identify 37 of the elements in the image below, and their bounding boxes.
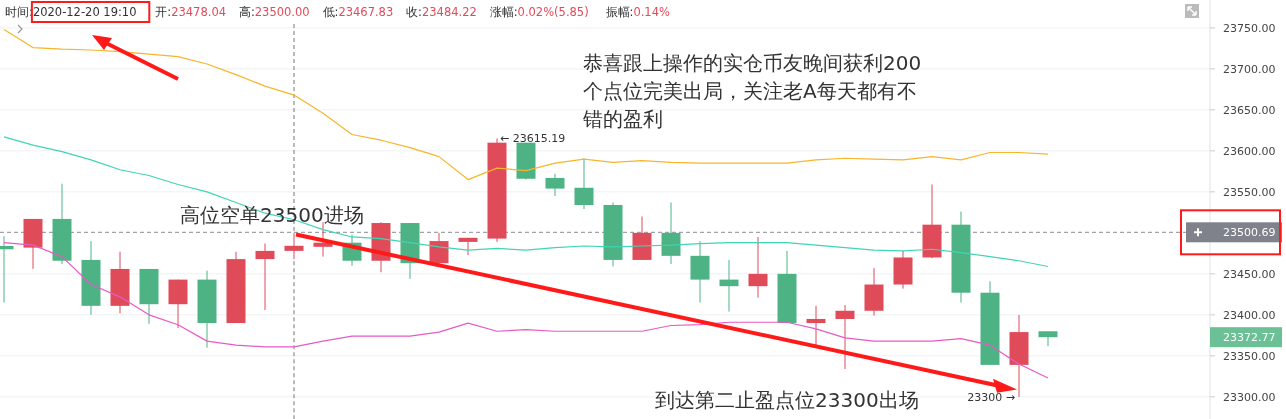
line-series [3, 28, 1049, 181]
annotation: ← 23615.19 [500, 132, 566, 146]
candlestick [255, 243, 275, 311]
annotation: 涨幅:0.02%(5.85) [489, 5, 589, 19]
candlestick [719, 259, 739, 313]
candlestick [1038, 330, 1058, 347]
y-tick-label: 23350.00 [1223, 349, 1276, 363]
y-tick-label: 23300.00 [1223, 390, 1276, 404]
annotation: 开:23478.04 [155, 5, 227, 19]
candlestick [806, 305, 826, 346]
candlestick [284, 232, 304, 260]
annotation: 23300 → [967, 390, 1015, 404]
candlestick [690, 240, 710, 304]
ref-line-label: 23500.69 [1223, 226, 1276, 240]
candlestick [545, 173, 565, 197]
annotation: 到达第二止盈点位23300出场 [655, 388, 919, 412]
line-series [3, 136, 1049, 268]
y-tick-label: 23450.00 [1223, 267, 1276, 281]
annotation: 时间:2020-12-20 19:10 [5, 5, 137, 19]
y-tick-label: 23400.00 [1223, 308, 1276, 322]
candlestick [458, 237, 478, 256]
annotation: 收:23484.22 [406, 5, 477, 19]
line-series [3, 242, 1049, 379]
annotation: 振幅:0.14% [605, 5, 670, 19]
y-tick-label: 23550.00 [1223, 185, 1276, 199]
text: 23372.77 [1223, 331, 1276, 345]
annotation: 恭喜跟上操作的实仓币友晚间获利200个点位完美出局，关注老A每天都有不错的盈利 [582, 51, 922, 131]
y-tick-label: 23750.00 [1223, 21, 1276, 35]
annotation: 高:23500.00 [238, 5, 310, 19]
y-tick-label: 23700.00 [1223, 62, 1276, 76]
candlestick [835, 304, 855, 370]
annotation: 低:23467.83 [322, 5, 394, 19]
candlestick [574, 157, 594, 210]
candlestick [661, 202, 681, 265]
y-tick-label: 23600.00 [1223, 144, 1276, 158]
y-tick-label: 23650.00 [1223, 103, 1276, 117]
candlestick [748, 236, 768, 299]
